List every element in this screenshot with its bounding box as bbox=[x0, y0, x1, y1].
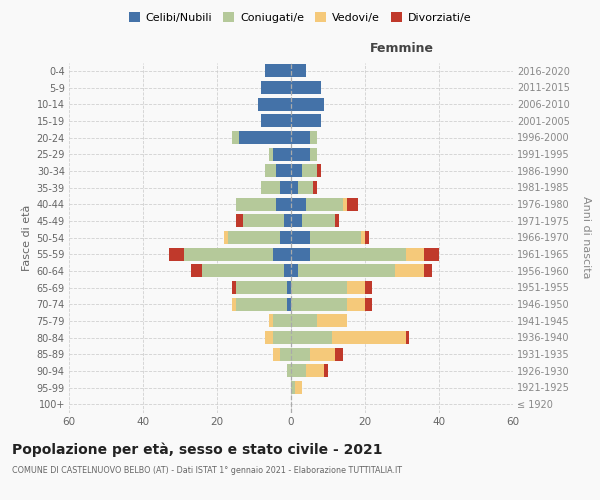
Bar bbox=[347, 281, 365, 294]
Bar bbox=[291, 98, 325, 110]
Bar bbox=[235, 214, 243, 228]
Bar bbox=[265, 64, 291, 78]
Bar bbox=[284, 264, 291, 278]
Bar bbox=[280, 181, 291, 194]
Bar bbox=[365, 281, 373, 294]
Bar bbox=[232, 281, 235, 294]
Y-axis label: Anni di nascita: Anni di nascita bbox=[581, 196, 591, 278]
Bar bbox=[272, 248, 291, 260]
Legend: Celibi/Nubili, Coniugati/e, Vedovi/e, Divorziati/e: Celibi/Nubili, Coniugati/e, Vedovi/e, Di… bbox=[124, 8, 476, 28]
Bar bbox=[280, 231, 291, 244]
Bar bbox=[365, 298, 373, 310]
Bar bbox=[272, 314, 291, 328]
Text: Femmine: Femmine bbox=[370, 42, 434, 56]
Bar bbox=[228, 231, 280, 244]
Bar bbox=[291, 81, 320, 94]
Bar bbox=[243, 214, 284, 228]
Bar bbox=[235, 198, 276, 210]
Bar bbox=[310, 148, 317, 160]
Bar bbox=[291, 114, 320, 128]
Bar bbox=[291, 298, 347, 310]
Bar bbox=[347, 198, 358, 210]
Bar bbox=[317, 164, 320, 177]
Bar bbox=[291, 381, 295, 394]
Bar bbox=[265, 164, 276, 177]
Bar bbox=[291, 214, 302, 228]
Bar bbox=[291, 198, 306, 210]
Bar bbox=[291, 364, 306, 378]
Bar bbox=[232, 131, 239, 144]
Bar bbox=[335, 214, 339, 228]
Y-axis label: Fasce di età: Fasce di età bbox=[22, 204, 32, 270]
Bar bbox=[262, 114, 291, 128]
Bar bbox=[298, 181, 313, 194]
Bar bbox=[280, 348, 291, 360]
Bar bbox=[325, 364, 328, 378]
Bar bbox=[335, 348, 343, 360]
Bar bbox=[184, 248, 272, 260]
Bar bbox=[191, 264, 202, 278]
Bar bbox=[302, 164, 317, 177]
Bar bbox=[310, 231, 361, 244]
Bar bbox=[291, 331, 332, 344]
Bar bbox=[258, 98, 291, 110]
Bar bbox=[232, 298, 235, 310]
Bar bbox=[287, 298, 291, 310]
Bar bbox=[291, 181, 298, 194]
Bar bbox=[291, 314, 317, 328]
Bar bbox=[291, 348, 310, 360]
Bar bbox=[287, 281, 291, 294]
Text: COMUNE DI CASTELNUOVO BELBO (AT) - Dati ISTAT 1° gennaio 2021 - Elaborazione TUT: COMUNE DI CASTELNUOVO BELBO (AT) - Dati … bbox=[12, 466, 402, 475]
Bar bbox=[291, 148, 310, 160]
Bar bbox=[262, 181, 280, 194]
Bar bbox=[310, 131, 317, 144]
Bar bbox=[295, 381, 302, 394]
Bar bbox=[424, 264, 431, 278]
Bar bbox=[306, 198, 343, 210]
Bar bbox=[291, 264, 298, 278]
Bar bbox=[276, 164, 291, 177]
Bar bbox=[347, 298, 365, 310]
Bar bbox=[265, 331, 272, 344]
Bar bbox=[235, 281, 287, 294]
Bar bbox=[291, 131, 310, 144]
Bar bbox=[269, 314, 272, 328]
Bar bbox=[239, 131, 291, 144]
Bar bbox=[343, 198, 347, 210]
Bar bbox=[272, 331, 291, 344]
Bar bbox=[284, 214, 291, 228]
Bar bbox=[306, 364, 325, 378]
Bar bbox=[406, 331, 409, 344]
Bar bbox=[406, 248, 424, 260]
Bar bbox=[424, 248, 439, 260]
Bar bbox=[361, 231, 365, 244]
Bar bbox=[395, 264, 424, 278]
Bar bbox=[310, 348, 335, 360]
Bar bbox=[313, 181, 317, 194]
Text: Popolazione per età, sesso e stato civile - 2021: Popolazione per età, sesso e stato civil… bbox=[12, 442, 383, 457]
Bar bbox=[310, 248, 406, 260]
Bar bbox=[202, 264, 284, 278]
Bar bbox=[365, 231, 368, 244]
Bar bbox=[302, 214, 335, 228]
Bar bbox=[235, 298, 287, 310]
Bar bbox=[276, 198, 291, 210]
Bar bbox=[298, 264, 395, 278]
Bar bbox=[291, 64, 306, 78]
Bar bbox=[272, 348, 280, 360]
Bar bbox=[291, 231, 310, 244]
Bar bbox=[317, 314, 347, 328]
Bar bbox=[332, 331, 406, 344]
Bar bbox=[287, 364, 291, 378]
Bar bbox=[291, 164, 302, 177]
Bar bbox=[272, 148, 291, 160]
Bar bbox=[262, 81, 291, 94]
Bar bbox=[291, 248, 310, 260]
Bar bbox=[224, 231, 228, 244]
Bar bbox=[169, 248, 184, 260]
Bar bbox=[269, 148, 272, 160]
Bar bbox=[291, 281, 347, 294]
